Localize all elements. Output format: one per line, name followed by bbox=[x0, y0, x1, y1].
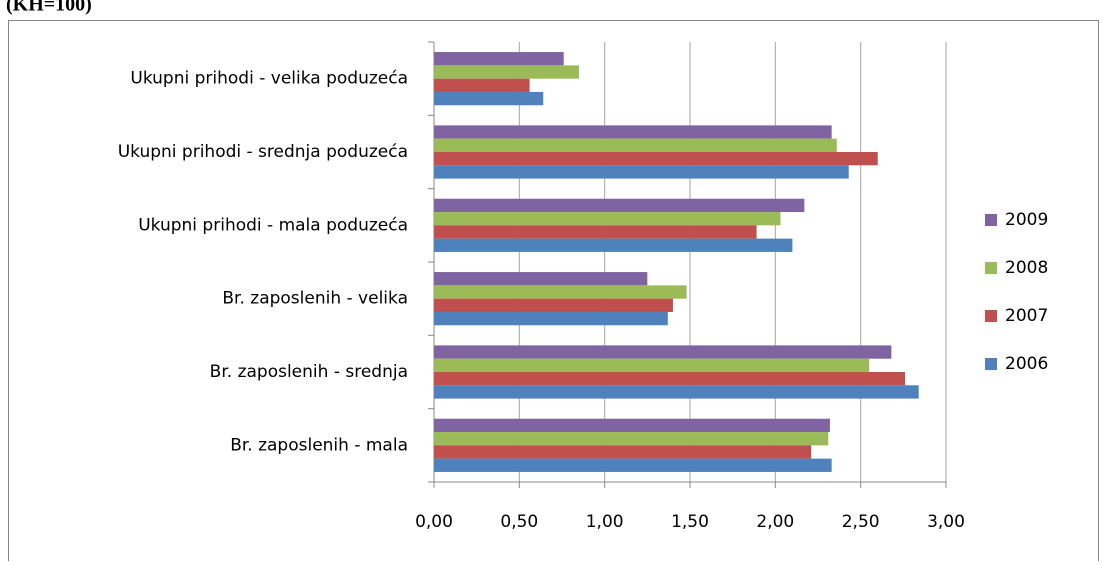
legend-swatch bbox=[985, 214, 997, 226]
bar bbox=[434, 65, 580, 79]
y-tick-label: Ukupni prihodi - velika poduzeća bbox=[130, 69, 408, 89]
legend-label: 2006 bbox=[1005, 354, 1048, 374]
bar bbox=[434, 458, 832, 472]
x-tick-label: 0,00 bbox=[415, 512, 453, 532]
bar bbox=[434, 418, 830, 433]
bar bbox=[434, 285, 687, 299]
bar bbox=[434, 125, 832, 139]
legend-label: 2007 bbox=[1005, 306, 1048, 326]
legend-label: 2008 bbox=[1005, 258, 1048, 278]
bar bbox=[434, 198, 805, 213]
bar bbox=[434, 358, 870, 372]
legend-label: 2009 bbox=[1005, 210, 1048, 230]
legend-swatch bbox=[985, 310, 997, 322]
y-tick-label: Ukupni prihodi - srednja poduzeća bbox=[118, 142, 408, 162]
bar bbox=[434, 238, 793, 252]
bar bbox=[434, 432, 829, 446]
y-tick-label: Br. zaposlenih - velika bbox=[222, 289, 408, 309]
y-tick-label: Br. zaposlenih - srednja bbox=[210, 362, 408, 382]
bar bbox=[434, 445, 812, 459]
legend-swatch bbox=[985, 358, 997, 370]
bar bbox=[434, 78, 530, 92]
x-tick-label: 1,00 bbox=[586, 512, 624, 532]
chart-title: (KH=100) bbox=[6, 0, 92, 16]
x-tick-label: 2,50 bbox=[842, 512, 880, 532]
legend-swatch bbox=[985, 262, 997, 274]
bar bbox=[434, 372, 906, 386]
bar bbox=[434, 212, 781, 226]
bar bbox=[434, 345, 892, 359]
bar bbox=[434, 52, 564, 66]
bar bbox=[434, 225, 757, 239]
x-tick-label: 1,50 bbox=[671, 512, 709, 532]
bar bbox=[434, 311, 668, 326]
x-tick-label: 2,00 bbox=[756, 512, 794, 532]
bar bbox=[434, 272, 648, 286]
bar bbox=[434, 298, 673, 312]
bar bbox=[434, 385, 919, 399]
bar bbox=[434, 152, 878, 166]
bar bbox=[434, 165, 849, 179]
y-tick-label: Br. zaposlenih - mala bbox=[230, 435, 408, 455]
y-tick-label: Ukupni prihodi - mala poduzeća bbox=[138, 215, 408, 235]
bar bbox=[434, 91, 544, 106]
x-tick-label: 3,00 bbox=[927, 512, 965, 532]
bar bbox=[434, 138, 837, 152]
x-tick-label: 0,50 bbox=[500, 512, 538, 532]
